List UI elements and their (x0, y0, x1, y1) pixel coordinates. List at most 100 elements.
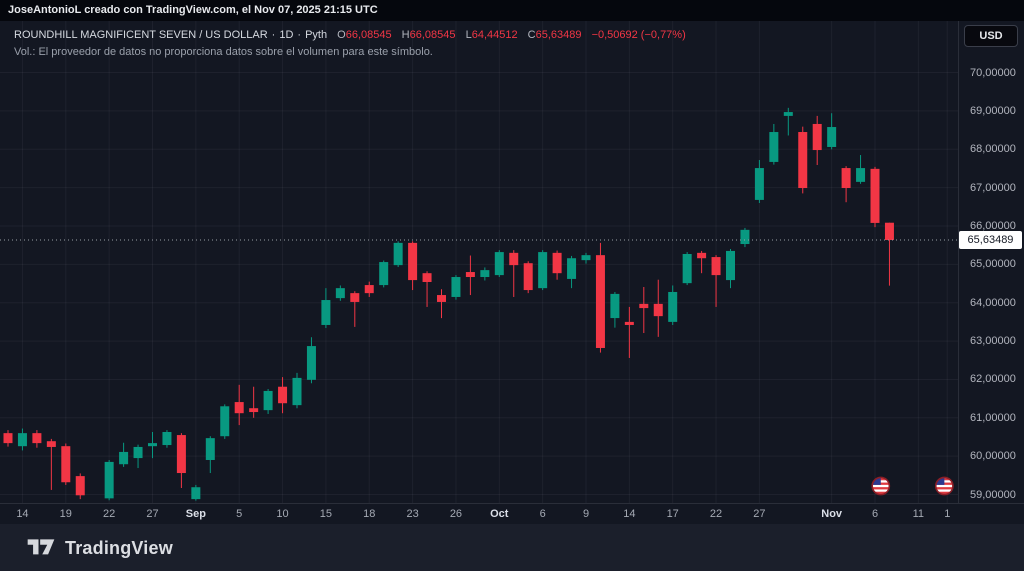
low-value: 64,44512 (471, 29, 518, 41)
candle-up (769, 123, 779, 165)
time-axis[interactable]: 14 19 22 27 Sep 5 10 15 18 23 26 Oct 6 9 14 17 22 27 Nov 6 1… (0, 503, 1024, 525)
x-axis-tick-label: 6 (871, 508, 879, 520)
candle-down (350, 291, 360, 327)
us-flag-icon[interactable] (934, 476, 954, 496)
candle-down (422, 271, 432, 307)
y-axis-tick-label: 61,00000 (970, 411, 1016, 424)
candle-body (408, 242, 418, 281)
candle-up (393, 241, 403, 268)
candle-body (697, 252, 707, 259)
candle-up (191, 484, 201, 501)
volume-note: Vol.: El proveedor de datos no proporcio… (14, 46, 433, 58)
close-value: 65,63489 (535, 29, 582, 41)
last-price-label: 65,63489 (959, 231, 1022, 249)
tradingview-brand[interactable]: TradingView (26, 534, 173, 563)
legend-symbol-row[interactable]: ROUNDHILL MAGNIFICENT SEVEN / US DOLLAR ·… (14, 28, 686, 43)
candle-up (783, 107, 793, 136)
candle-body (104, 461, 114, 499)
x-axis-tick-label: Nov (821, 508, 843, 520)
candle-body (870, 168, 880, 223)
candle-up (205, 436, 215, 474)
candle-body (451, 277, 461, 297)
candle-body (278, 386, 288, 404)
x-axis-tick-label: Oct (490, 508, 509, 520)
price-axis[interactable]: USD 65,63489 70,00000 69,00000 68,00000 67,… (958, 21, 1024, 503)
candle-body (769, 132, 779, 162)
candle-down (176, 433, 186, 488)
x-axis-tick-label: 27 (753, 508, 766, 520)
candle-body (884, 222, 894, 241)
candle-down (697, 250, 707, 274)
candle-down (465, 255, 475, 296)
y-axis-tick-label: 69,00000 (970, 104, 1016, 117)
candle-down (624, 306, 634, 358)
candle-body (379, 262, 389, 286)
x-axis-tick-label: 26 (449, 508, 463, 520)
x-axis-tick-label: Sep (185, 508, 206, 520)
candle-up (292, 372, 302, 409)
candle-down (75, 473, 85, 500)
legend-separator: · (271, 29, 276, 41)
candle-body (711, 257, 721, 276)
candle-down (3, 430, 13, 447)
y-axis-tick-label: 68,00000 (970, 143, 1016, 156)
candle-body (306, 346, 316, 380)
candle-down (841, 166, 851, 203)
candle-body (364, 285, 374, 294)
candle-body (393, 242, 403, 266)
interval-label[interactable]: 1D (279, 29, 294, 41)
data-source-label[interactable]: Pyth (305, 29, 328, 41)
open-value: 66,08545 (345, 29, 392, 41)
candle-up (538, 250, 548, 291)
candle-down (437, 289, 446, 319)
tradingview-logo-icon (26, 534, 56, 563)
us-flag-icon[interactable] (871, 476, 891, 496)
x-axis-tick-label: 5 (236, 508, 243, 520)
y-axis-tick-label: 63,00000 (970, 335, 1016, 348)
legend-separator: · (297, 29, 302, 41)
candle-body (220, 406, 230, 437)
candle-body (437, 295, 446, 302)
candle-body (176, 435, 186, 474)
candle-up (306, 337, 316, 384)
candle-up (480, 267, 490, 281)
candle-up (610, 291, 620, 328)
candle-body (17, 433, 27, 447)
x-axis-tick-label: 15 (319, 508, 333, 520)
currency-toggle-button[interactable]: USD (964, 25, 1018, 47)
candle-up (17, 428, 27, 451)
symbol-title[interactable]: ROUNDHILL MAGNIFICENT SEVEN / US DOLLAR (14, 29, 268, 41)
candle-body (610, 293, 620, 319)
candle-body (75, 476, 85, 496)
candle-down (639, 286, 649, 334)
candle-up (668, 285, 678, 325)
candle-down (61, 443, 71, 485)
x-axis-tick-label: 17 (666, 508, 679, 520)
candle-body (812, 123, 822, 151)
candle-body (668, 291, 678, 322)
x-axis-tick-label: 22 (709, 508, 723, 520)
y-axis-tick-label: 64,00000 (970, 296, 1016, 309)
x-axis-tick-label: 11 (912, 508, 925, 520)
candle-down (812, 115, 822, 166)
candle-up (494, 250, 504, 278)
candle-body (480, 270, 490, 278)
chart-legend: ROUNDHILL MAGNIFICENT SEVEN / US DOLLAR ·… (14, 28, 686, 60)
y-axis-tick-label: 60,00000 (970, 450, 1016, 463)
candle-body (740, 229, 750, 245)
x-axis-tick-label: 27 (146, 508, 159, 520)
ohlc-close: C65,63489 (528, 29, 582, 41)
candlestick-chart[interactable] (0, 21, 958, 503)
x-axis-tick-label: 19 (59, 508, 72, 520)
y-axis-tick-label: 67,00000 (970, 181, 1016, 194)
ohlc-open: O66,08545 (337, 29, 391, 41)
candle-down (870, 166, 880, 228)
candle-body (32, 433, 42, 444)
x-axis-tick-label: 10 (276, 508, 289, 520)
candle-down (653, 279, 663, 337)
candle-body (581, 255, 591, 261)
y-axis-tick-label: 59,00000 (970, 488, 1016, 501)
close-letter: C (527, 29, 536, 41)
candle-body (249, 408, 259, 413)
